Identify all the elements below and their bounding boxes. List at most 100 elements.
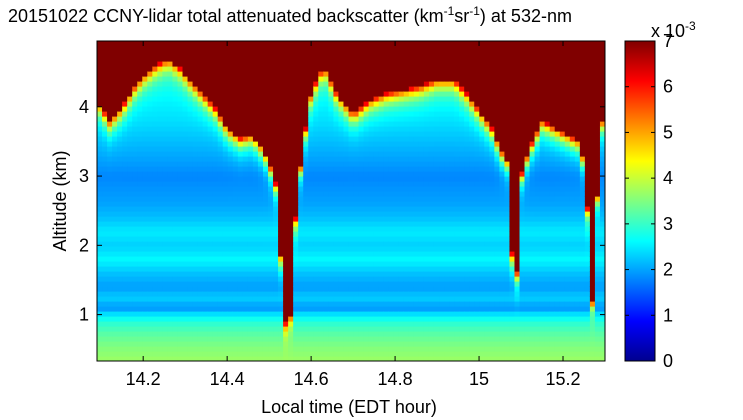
- heatmap-cell: [318, 41, 324, 47]
- heatmap-cell: [484, 306, 490, 312]
- heatmap-cell: [469, 146, 475, 152]
- heatmap-cell: [207, 41, 214, 47]
- heatmap-cell: [328, 271, 334, 277]
- heatmap-cell: [242, 331, 249, 337]
- heatmap-cell: [122, 226, 128, 232]
- heatmap-cell: [333, 201, 340, 207]
- heatmap-cell: [142, 146, 148, 152]
- heatmap-cell: [257, 116, 264, 122]
- heatmap-cell: [303, 246, 309, 252]
- heatmap-cell: [333, 151, 340, 157]
- heatmap-cell: [383, 326, 390, 332]
- heatmap-cell: [328, 326, 334, 332]
- heatmap-cell: [122, 291, 128, 297]
- heatmap-cell: [363, 116, 370, 122]
- heatmap-cell: [328, 276, 334, 282]
- heatmap-cell: [127, 171, 133, 177]
- heatmap-cell: [479, 176, 485, 182]
- heatmap-cell: [207, 71, 214, 77]
- heatmap-cell: [127, 341, 133, 347]
- heatmap-cell: [484, 156, 490, 162]
- heatmap-cell: [293, 61, 299, 67]
- heatmap-cell: [423, 231, 430, 237]
- heatmap-cell: [439, 171, 445, 177]
- heatmap-cell: [318, 251, 324, 257]
- heatmap-cell: [428, 316, 435, 322]
- heatmap-cell: [303, 251, 309, 257]
- heatmap-cell: [252, 166, 259, 172]
- heatmap-cell: [459, 316, 465, 322]
- heatmap-cell: [102, 341, 108, 347]
- heatmap-cell: [237, 186, 244, 192]
- heatmap-cell: [449, 311, 455, 317]
- heatmap-cell: [257, 261, 264, 267]
- heatmap-cell: [212, 286, 219, 292]
- heatmap-cell: [353, 266, 360, 272]
- heatmap-cell: [444, 241, 450, 247]
- heatmap-cell: [142, 221, 148, 227]
- heatmap-cell: [479, 346, 485, 352]
- heatmap-cell: [298, 171, 304, 177]
- heatmap-cell: [167, 281, 174, 287]
- heatmap-cell: [388, 216, 395, 222]
- heatmap-cell: [232, 216, 239, 222]
- heatmap-cell: [237, 136, 244, 142]
- heatmap-cell: [469, 81, 475, 87]
- heatmap-cell: [454, 196, 460, 202]
- heatmap-cell: [137, 106, 143, 112]
- heatmap-cell: [227, 221, 234, 227]
- heatmap-cell: [202, 166, 209, 172]
- heatmap-cell: [413, 171, 420, 177]
- heatmap-cell: [262, 246, 269, 252]
- heatmap-cell: [474, 286, 480, 292]
- heatmap-cell: [368, 176, 375, 182]
- heatmap-cell: [207, 121, 214, 127]
- heatmap-cell: [132, 326, 138, 332]
- heatmap-cell: [459, 206, 465, 212]
- heatmap-cell: [207, 101, 214, 107]
- heatmap-cell: [257, 201, 264, 207]
- heatmap-cell: [368, 336, 375, 342]
- heatmap-cell: [222, 76, 229, 82]
- heatmap-cell: [353, 291, 360, 297]
- heatmap-cell: [298, 306, 304, 312]
- heatmap-cell: [262, 176, 269, 182]
- heatmap-cell: [343, 81, 350, 87]
- heatmap-cell: [328, 111, 334, 117]
- heatmap-cell: [152, 286, 158, 292]
- heatmap-cell: [378, 271, 385, 277]
- heatmap-cell: [298, 261, 304, 267]
- heatmap-cell: [363, 246, 370, 252]
- heatmap-cell: [102, 126, 108, 132]
- heatmap-cell: [363, 191, 370, 197]
- heatmap-cell: [313, 241, 319, 247]
- heatmap-cell: [454, 261, 460, 267]
- heatmap-cell: [232, 71, 239, 77]
- heatmap-cell: [283, 91, 289, 97]
- heatmap-cell: [97, 321, 103, 327]
- heatmap-cell: [227, 76, 234, 82]
- heatmap-cell: [247, 166, 254, 172]
- heatmap-cell: [413, 201, 420, 207]
- heatmap-cell: [348, 221, 355, 227]
- heatmap-cell: [127, 211, 133, 217]
- heatmap-cell: [102, 136, 108, 142]
- heatmap-cell: [227, 191, 234, 197]
- heatmap-cell: [459, 336, 465, 342]
- heatmap-cell: [433, 211, 440, 217]
- heatmap-cell: [127, 286, 133, 292]
- heatmap-cell: [449, 141, 455, 147]
- heatmap-cell: [252, 301, 259, 307]
- heatmap-cell: [398, 66, 405, 72]
- heatmap-cell: [232, 46, 239, 52]
- heatmap-cell: [278, 326, 284, 332]
- heatmap-cell: [318, 116, 324, 122]
- heatmap-cell: [273, 161, 279, 167]
- heatmap-cell: [363, 201, 370, 207]
- heatmap-cell: [408, 246, 415, 252]
- heatmap-cell: [293, 211, 299, 217]
- heatmap-cell: [358, 166, 365, 172]
- heatmap-cell: [459, 356, 465, 361]
- heatmap-cell: [474, 86, 480, 92]
- heatmap-cell: [97, 56, 103, 62]
